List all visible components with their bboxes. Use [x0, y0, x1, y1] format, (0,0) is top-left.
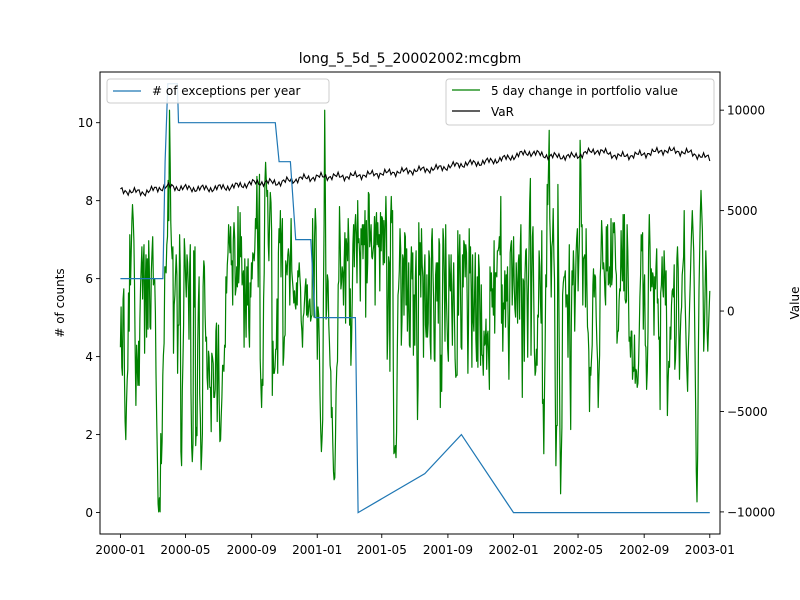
legend-label-exceptions: # of exceptions per year — [152, 84, 301, 98]
y-axis-right-label: Value — [788, 287, 800, 320]
y-left-tick-label: 8 — [85, 194, 93, 208]
x-axis: 2000-01 2000-05 2000-09 2001-01 2001-05 2001-… — [95, 534, 735, 557]
x-tick-label: 2002-01 — [488, 543, 538, 557]
y-right-tick-label: 5000 — [727, 204, 758, 218]
y-right-tick-label: −5000 — [727, 405, 768, 419]
x-tick-label: 2001-09 — [423, 543, 473, 557]
y-axis-left-label: # of counts — [53, 268, 67, 337]
y-axis-right: −10000 −5000 0 5000 10000 — [720, 104, 775, 519]
y-left-tick-label: 0 — [85, 506, 93, 520]
x-tick-label: 2001-05 — [357, 543, 407, 557]
legend-label-var: VaR — [491, 105, 514, 119]
y-right-tick-label: −10000 — [727, 505, 775, 519]
x-tick-label: 2000-09 — [227, 543, 277, 557]
line-var — [120, 145, 711, 197]
x-tick-label: 2003-01 — [685, 543, 735, 557]
series-5-day-change — [119, 109, 711, 513]
line-5-day-change — [119, 109, 711, 513]
x-tick-label: 2001-01 — [292, 543, 342, 557]
y-right-tick-label: 0 — [727, 305, 735, 319]
chart-title: long_5_5d_5_20002002:mcgbm — [299, 51, 522, 67]
x-tick-label: 2000-01 — [95, 543, 145, 557]
x-tick-label: 2000-05 — [160, 543, 210, 557]
x-tick-label: 2002-05 — [553, 543, 603, 557]
y-left-tick-label: 10 — [78, 116, 93, 130]
legend-right-box — [445, 78, 715, 126]
series-var — [120, 145, 711, 197]
y-left-tick-label: 4 — [85, 350, 93, 364]
y-left-tick-label: 6 — [85, 272, 93, 286]
x-tick-label: 2002-09 — [619, 543, 669, 557]
y-left-tick-label: 2 — [85, 428, 93, 442]
plot-frame — [99, 71, 721, 535]
y-right-tick-label: 10000 — [727, 104, 765, 118]
plot-area — [119, 83, 711, 514]
legend-label-5-day-change: 5 day change in portfolio value — [491, 84, 678, 98]
legend-right: 5 day change in portfolio value VaR — [445, 78, 715, 126]
y-axis-left: 0 2 4 6 8 10 — [78, 116, 100, 520]
legend-left: # of exceptions per year — [106, 78, 330, 104]
legend-left-box — [106, 78, 330, 104]
